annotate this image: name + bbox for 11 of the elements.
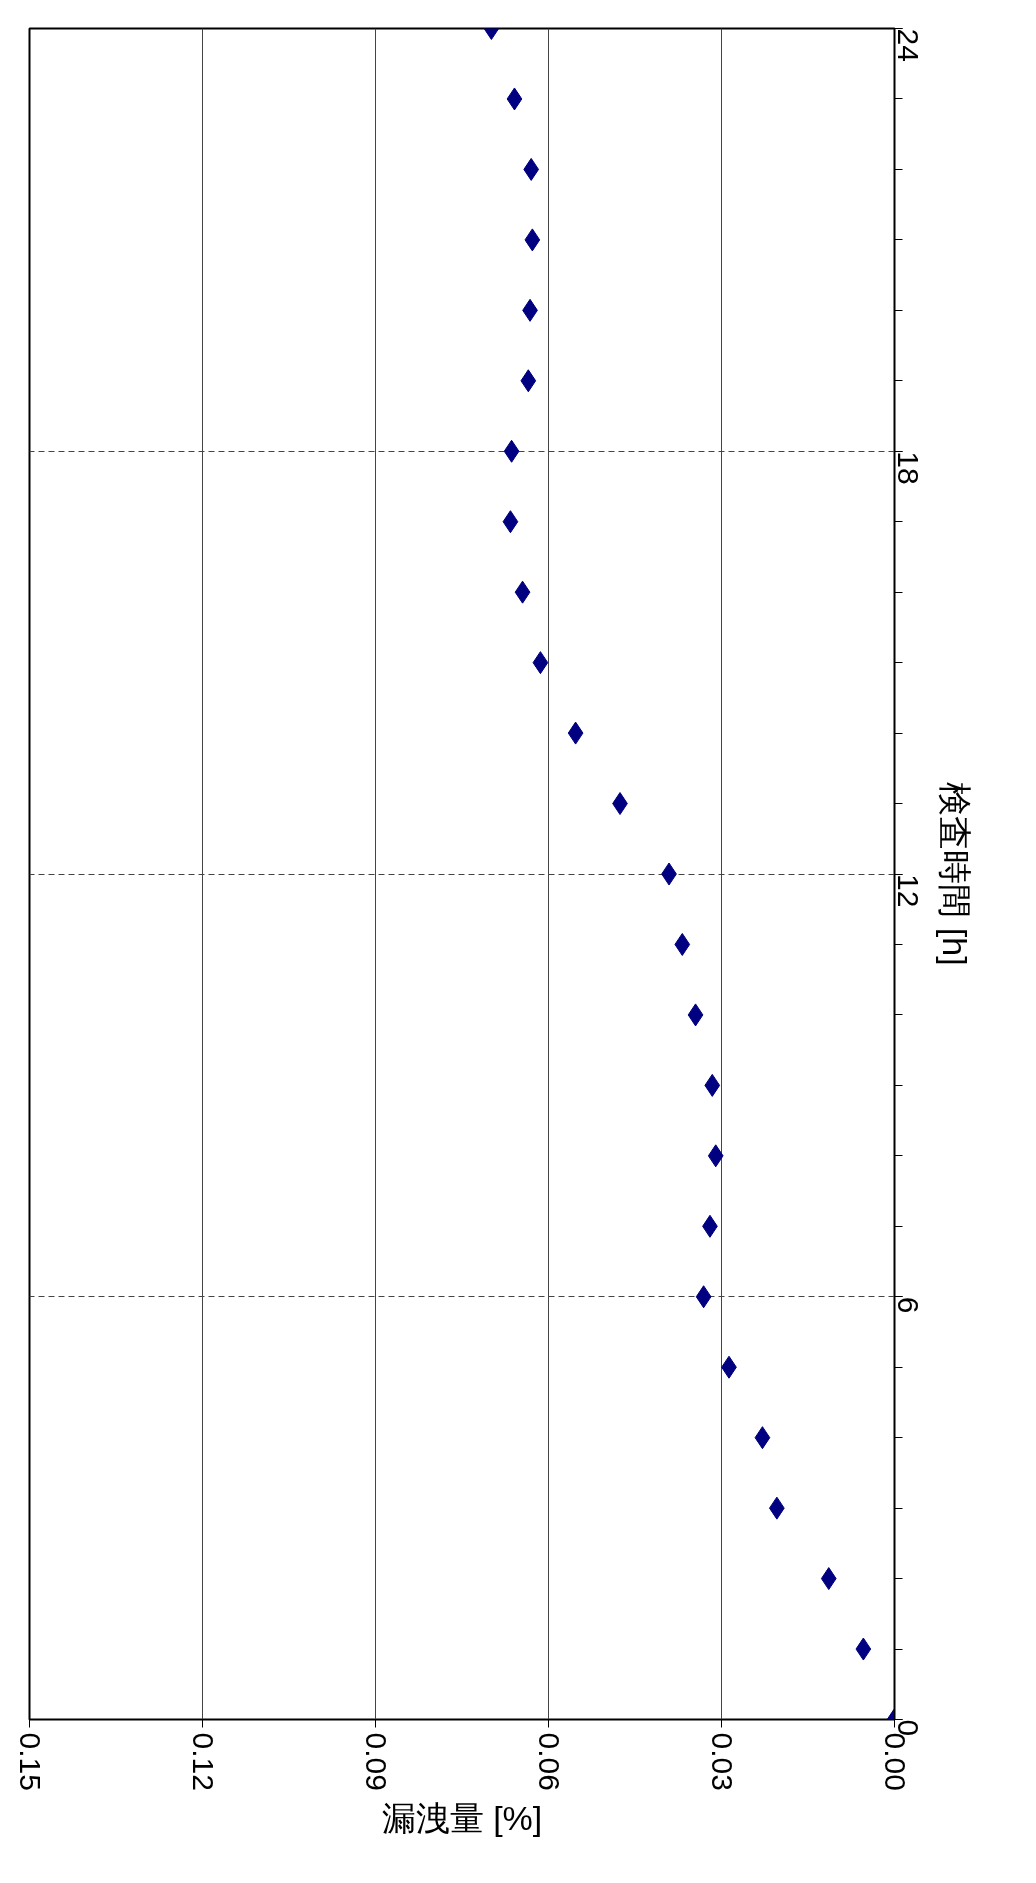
y-axis-title: 検査時間 [h] — [935, 782, 974, 966]
x-tick-label: 0.12 — [186, 1732, 220, 1791]
y-tick-label: 24 — [891, 28, 925, 62]
x-tick-label: 0.06 — [532, 1732, 566, 1791]
y-tick-label: 6 — [891, 1296, 925, 1314]
x-tick-label: 0.03 — [705, 1732, 739, 1791]
y-tick-label: 18 — [891, 451, 925, 485]
x-tick-label: 0.09 — [359, 1732, 393, 1791]
x-tick-label: 0.15 — [13, 1732, 47, 1791]
x-axis-title: 漏洩量 [%] — [381, 1798, 543, 1837]
y-tick-label: 12 — [891, 874, 925, 908]
